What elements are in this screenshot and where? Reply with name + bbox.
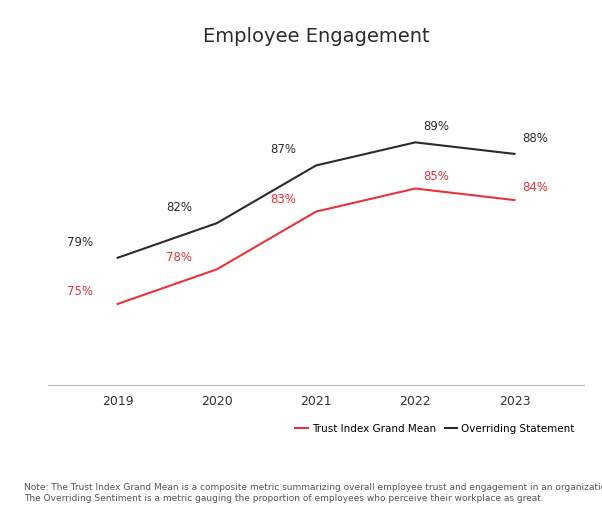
Title: Employee Engagement: Employee Engagement	[203, 27, 429, 46]
Text: 75%: 75%	[67, 285, 93, 298]
Legend: Trust Index Grand Mean, Overriding Statement: Trust Index Grand Mean, Overriding State…	[291, 420, 579, 438]
Text: 84%: 84%	[523, 181, 548, 194]
Text: 79%: 79%	[67, 235, 93, 249]
Text: 88%: 88%	[523, 132, 548, 145]
Text: 89%: 89%	[423, 120, 449, 133]
Text: 78%: 78%	[166, 250, 192, 264]
Text: 85%: 85%	[423, 170, 449, 183]
Text: Note: The Trust Index Grand Mean is a composite metric summarizing overall emplo: Note: The Trust Index Grand Mean is a co…	[24, 483, 602, 503]
Text: 83%: 83%	[270, 193, 296, 206]
Text: 87%: 87%	[270, 143, 296, 156]
Text: 82%: 82%	[166, 201, 192, 214]
